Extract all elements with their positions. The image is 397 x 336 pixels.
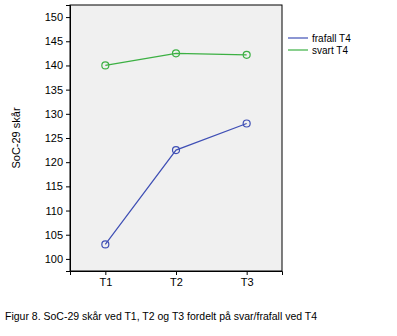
- x-tick: T3: [241, 271, 254, 288]
- y-tick-mark: [66, 17, 70, 18]
- y-tick-label: 140: [45, 59, 63, 71]
- y-tick-label: 120: [45, 156, 63, 168]
- y-axis-title: SoC-29 skår: [10, 107, 22, 168]
- x-tick: T1: [99, 271, 112, 288]
- y-tick-mark: [66, 186, 70, 187]
- y-tick-label: 110: [45, 205, 63, 217]
- x-tick: T2: [170, 271, 183, 288]
- y-axis: 100 105 110 115 120 125 130 135 140 145 150: [45, 6, 71, 272]
- plot-frame: [70, 5, 282, 271]
- y-tick-mark: [66, 138, 70, 139]
- legend-label: svart T4: [312, 45, 348, 56]
- series-line: [105, 53, 246, 65]
- y-tick-mark: [66, 259, 70, 260]
- series-marker: [173, 50, 180, 57]
- y-tick: 135: [45, 84, 70, 96]
- y-tick-mark: [66, 90, 70, 91]
- series-marker: [243, 51, 250, 58]
- y-tick-label: 145: [45, 35, 63, 47]
- series-marker: [173, 147, 180, 154]
- series-line: [105, 123, 246, 244]
- x-tick-mark: [176, 271, 177, 275]
- y-tick-mark: [66, 65, 70, 66]
- y-tick: 110: [45, 205, 70, 217]
- y-tick: 145: [45, 35, 70, 47]
- y-tick-label: 100: [45, 253, 63, 265]
- x-tick-label: T2: [170, 276, 183, 288]
- y-tick: 125: [45, 132, 70, 144]
- legend-label: frafall T4: [312, 33, 351, 44]
- chart: 100 105 110 115 120 125 130 135 140 145 150 T1 T2 T3 S…: [0, 0, 397, 336]
- y-tick: 120: [45, 156, 70, 168]
- y-tick-label: 130: [45, 108, 63, 120]
- y-tick-label: 150: [45, 11, 63, 23]
- y-tick-label: 105: [45, 229, 63, 241]
- y-tick: 100: [45, 253, 70, 265]
- y-tick: 115: [45, 180, 70, 192]
- series-marker: [102, 241, 109, 248]
- y-tick-mark: [66, 41, 70, 42]
- y-tick-mark: [66, 211, 70, 212]
- x-axis-line: [71, 272, 283, 276]
- y-tick: 130: [45, 108, 70, 120]
- y-tick-mark: [66, 114, 70, 115]
- legend-swatch: [288, 49, 308, 50]
- figure-caption: Figur 8. SoC-29 skår ved T1, T2 og T3 fo…: [5, 310, 317, 322]
- y-tick: 140: [45, 59, 70, 71]
- legend: frafall T4svart T4: [288, 33, 351, 56]
- series-marker: [243, 120, 250, 127]
- y-tick: 105: [45, 229, 70, 241]
- series-marker: [102, 62, 109, 69]
- y-tick-label: 125: [45, 132, 63, 144]
- x-tick-label: T3: [241, 276, 254, 288]
- x-axis: T1 T2 T3: [71, 271, 283, 288]
- y-axis-line: [66, 6, 71, 272]
- plot-area: [102, 50, 250, 248]
- background: [0, 0, 397, 336]
- y-tick-mark: [66, 162, 70, 163]
- y-tick-mark: [66, 235, 70, 236]
- x-tick-mark: [105, 271, 106, 275]
- x-tick-label: T1: [99, 276, 112, 288]
- y-tick-label: 115: [45, 180, 63, 192]
- y-tick-label: 135: [45, 84, 63, 96]
- y-tick: 150: [45, 11, 70, 23]
- legend-swatch: [288, 37, 308, 38]
- x-tick-mark: [247, 271, 248, 275]
